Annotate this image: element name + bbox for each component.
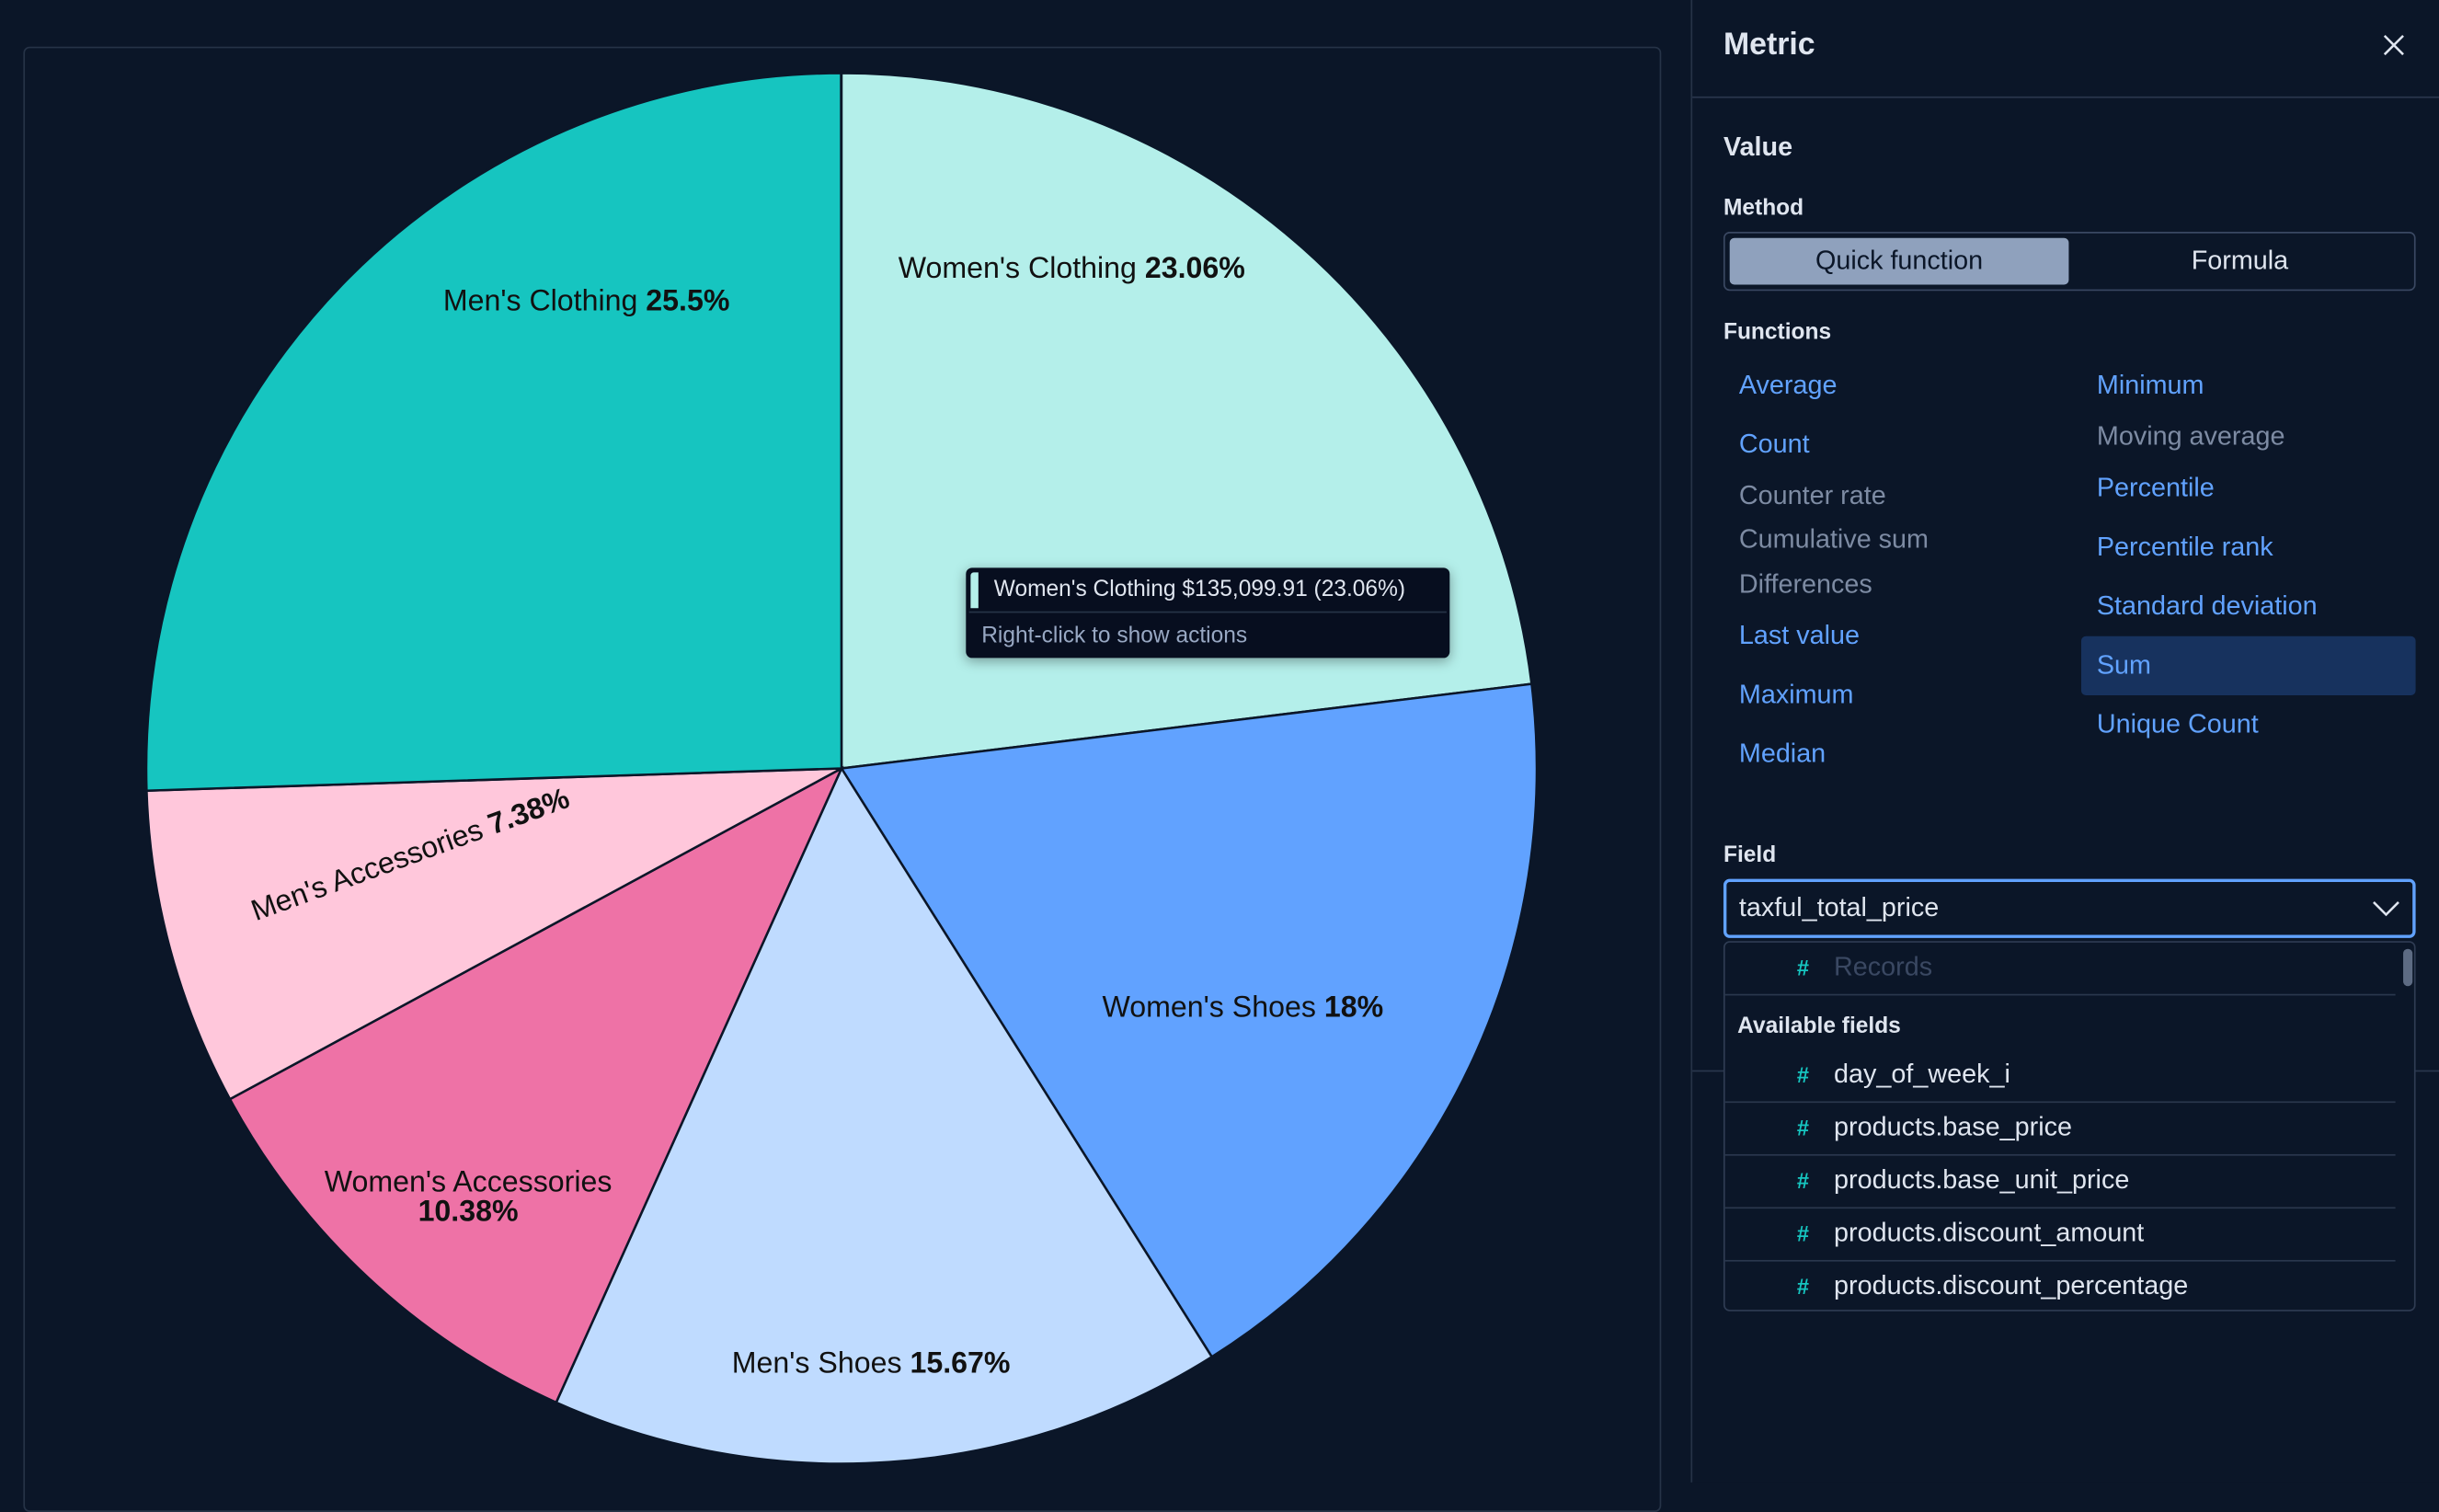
slice-label-pct: 25.5%	[646, 285, 730, 318]
slice-label-pct: 10.38%	[418, 1196, 519, 1230]
dropdown-option[interactable]: # products.discount_percentage	[1725, 1262, 2396, 1310]
dropdown-group-label: Available fields	[1737, 1014, 1901, 1039]
function-cumulative-sum: Cumulative sum	[1738, 523, 1929, 555]
function-moving-average: Moving average	[2096, 421, 2285, 452]
number-field-icon: #	[1796, 1274, 1809, 1300]
slice-label-pct: 15.67%	[910, 1347, 1011, 1381]
slice-label-name: Women's Clothing	[898, 252, 1137, 286]
number-field-icon: #	[1796, 1168, 1809, 1194]
function-standard-deviation[interactable]: Standard deviation	[2096, 590, 2318, 621]
number-field-icon: #	[1796, 1220, 1809, 1246]
option-label: products.discount_amount	[1834, 1218, 2145, 1248]
slice-label-name: Men's Shoes	[731, 1347, 902, 1381]
slice-label-name: Women's Accessories	[324, 1166, 613, 1199]
pie-slice-womens-accessories[interactable]	[228, 765, 844, 1404]
quick-function-button[interactable]: Quick function	[1729, 237, 2069, 285]
function-unique-count[interactable]: Unique Count	[2096, 709, 2259, 739]
pie-slice-womens-clothing[interactable]	[840, 72, 1533, 770]
tooltip-color-swatch	[970, 572, 979, 609]
slice-label-mens-shoes: Men's Shoes 15.67%	[732, 1349, 1011, 1379]
option-label: day_of_week_i	[1834, 1059, 2010, 1089]
chevron-down-icon	[2373, 901, 2399, 917]
slice-label-womens-accessories: Women's Accessories 10.38%	[325, 1168, 613, 1227]
slice-label-womens-clothing: Women's Clothing 23.06%	[899, 255, 1245, 284]
function-median[interactable]: Median	[1738, 739, 1826, 769]
option-label: Records	[1834, 952, 1933, 982]
chart-tooltip: Women's Clothing $135,099.91 (23.06%) Ri…	[966, 567, 1450, 659]
option-label: products.base_unit_price	[1834, 1164, 2130, 1195]
number-field-icon: #	[1796, 1115, 1809, 1140]
method-button-group: Quick function Formula	[1723, 232, 2416, 292]
dropdown-option[interactable]: # products.discount_amount	[1724, 1208, 2396, 1262]
function-percentile[interactable]: Percentile	[2096, 473, 2215, 503]
slice-label-name: Women's Shoes	[1102, 991, 1316, 1025]
function-last-value[interactable]: Last value	[1738, 620, 1860, 650]
function-differences: Differences	[1738, 569, 1872, 600]
dropdown-option[interactable]: # products.base_unit_price	[1724, 1156, 2396, 1209]
pie-slice-mens-clothing[interactable]	[144, 72, 843, 793]
slice-label-pct: 23.06%	[1144, 252, 1245, 286]
number-field-icon: #	[1796, 955, 1809, 980]
slice-label-name: Men's Clothing	[442, 285, 638, 318]
function-count[interactable]: Count	[1738, 429, 1810, 459]
function-sum[interactable]: Sum	[2096, 649, 2152, 681]
function-percentile-rank[interactable]: Percentile rank	[2096, 532, 2273, 562]
field-value: taxful_total_price	[1738, 892, 1940, 922]
field-dropdown-list: # Records Available fields # day_of_week_…	[1723, 941, 2416, 1312]
function-counter-rate: Counter rate	[1738, 480, 1886, 510]
header-divider	[1692, 96, 2439, 98]
slice-label-pct: 18%	[1323, 991, 1384, 1025]
pie-slice-mens-shoes[interactable]	[555, 765, 1214, 1465]
dropdown-option[interactable]: # products.base_price	[1724, 1103, 2396, 1156]
formula-button[interactable]: Formula	[2191, 246, 2289, 276]
tooltip-divider	[968, 611, 1447, 613]
functions-label: Functions	[1723, 320, 1832, 346]
option-label: products.discount_percentage	[1834, 1270, 2189, 1300]
field-combobox[interactable]: taxful_total_price	[1723, 878, 2416, 938]
field-label: Field	[1723, 842, 1777, 868]
slice-label-womens-shoes: Women's Shoes 18%	[1103, 993, 1384, 1023]
chart-panel: Women's Clothing 23.06% Women's Shoes 18…	[23, 46, 1662, 1512]
flyout-title: Metric	[1723, 28, 1815, 63]
pie-slice-mens-accessories[interactable]	[145, 767, 842, 1101]
metric-flyout: Metric Value Method Quick function Formu…	[1690, 0, 2439, 1483]
number-field-icon: #	[1796, 1062, 1809, 1088]
pie-slice-womens-shoes[interactable]	[839, 682, 1539, 1359]
dropdown-scrollbar[interactable]	[2403, 948, 2413, 987]
close-icon	[2383, 35, 2404, 56]
pie-chart	[144, 72, 1539, 1465]
function-maximum[interactable]: Maximum	[1738, 680, 1854, 710]
tooltip-hint: Right-click to show actions	[981, 624, 1248, 649]
function-average[interactable]: Average	[1738, 370, 1838, 400]
selected-function-highlight	[2080, 636, 2416, 696]
close-button[interactable]	[2378, 29, 2410, 61]
tooltip-value: Women's Clothing $135,099.91 (23.06%)	[993, 577, 1406, 602]
method-label: Method	[1723, 196, 1804, 222]
slice-label-mens-clothing: Men's Clothing 25.5%	[443, 287, 730, 316]
option-label: products.base_price	[1834, 1112, 2072, 1142]
dropdown-option[interactable]: # day_of_week_i	[1724, 1050, 2396, 1104]
dropdown-option-records: # Records	[1724, 943, 2396, 996]
function-minimum[interactable]: Minimum	[2096, 370, 2204, 400]
section-title: Value	[1723, 132, 1793, 162]
